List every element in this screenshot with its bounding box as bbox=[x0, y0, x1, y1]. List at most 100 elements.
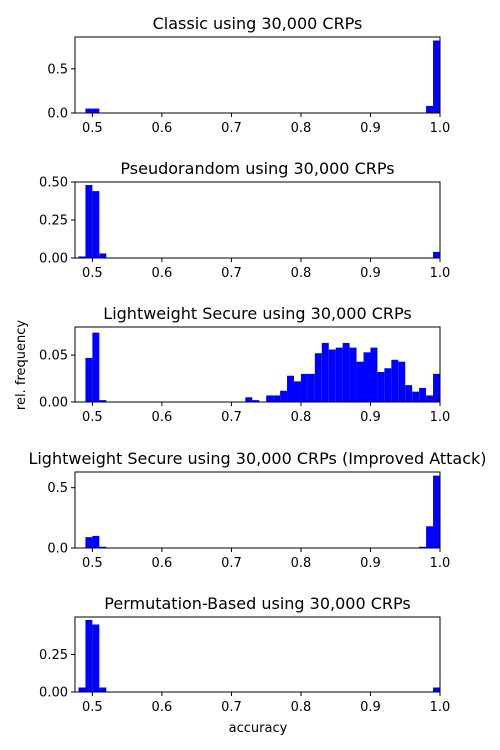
x-tick-label: 0.6 bbox=[152, 121, 173, 136]
histogram-bar bbox=[99, 253, 107, 258]
x-tick-label: 0.6 bbox=[152, 556, 173, 571]
histogram-bar bbox=[99, 687, 107, 692]
histogram-bar bbox=[370, 347, 378, 402]
histogram-bar bbox=[252, 400, 260, 402]
x-tick-label: 0.8 bbox=[291, 700, 312, 715]
axes-frame bbox=[74, 36, 441, 114]
histogram-bar bbox=[92, 332, 100, 402]
x-tick-label: 0.7 bbox=[221, 410, 242, 425]
histogram-bar bbox=[287, 375, 294, 402]
histogram-bar bbox=[273, 395, 281, 402]
histogram-bar bbox=[78, 256, 86, 258]
x-tick-label: 0.7 bbox=[221, 266, 242, 281]
histogram-bar bbox=[99, 400, 107, 402]
histogram-bar bbox=[433, 687, 440, 692]
histogram-bar bbox=[419, 387, 427, 402]
x-tick-label: 0.5 bbox=[82, 121, 103, 136]
histogram-bar bbox=[92, 108, 100, 113]
histogram-bar bbox=[433, 40, 440, 114]
x-tick-label: 0.7 bbox=[221, 121, 242, 136]
histogram-bar bbox=[85, 537, 93, 548]
histogram-bar bbox=[85, 185, 93, 258]
histogram-bar bbox=[426, 105, 434, 113]
chart-panel-4: Lightweight Secure using 30,000 CRPs (Im… bbox=[28, 449, 486, 571]
y-tick-label: 0.25 bbox=[39, 648, 68, 663]
histogram-bar bbox=[384, 368, 392, 402]
histogram-bar bbox=[335, 347, 343, 402]
y-axis-label: rel. frequency bbox=[14, 320, 29, 410]
y-tick-label: 0.00 bbox=[39, 396, 68, 411]
x-tick-label: 0.5 bbox=[82, 410, 103, 425]
x-tick-label: 0.6 bbox=[152, 700, 173, 715]
y-tick-label: 0.5 bbox=[47, 481, 68, 496]
histogram-bar bbox=[92, 624, 100, 692]
chart-panel-5: Permutation-Based using 30,000 CRPs 0.5 0.… bbox=[39, 594, 450, 715]
x-tick-label: 0.9 bbox=[360, 121, 381, 136]
histogram-bar bbox=[85, 357, 93, 402]
x-axis-label: accuracy bbox=[229, 721, 288, 736]
chart-title: Classic using 30,000 CRPs bbox=[153, 14, 363, 33]
x-tick-label: 0.8 bbox=[291, 121, 312, 136]
histogram-bar bbox=[391, 359, 399, 402]
axes-frame bbox=[74, 471, 441, 549]
x-tick-label: 1.0 bbox=[430, 121, 451, 136]
chart-panel-1: Classic using 30,000 CRPs 0.5 0.6 0.7 0.8 0.9… bbox=[47, 14, 450, 136]
histogram-bar bbox=[426, 395, 434, 402]
x-tick-label: 0.6 bbox=[152, 266, 173, 281]
x-tick-label: 0.9 bbox=[360, 556, 381, 571]
histogram-bar bbox=[328, 349, 336, 402]
histogram-bar bbox=[356, 361, 364, 402]
x-tick-label: 0.8 bbox=[291, 266, 312, 281]
histogram-bar bbox=[363, 352, 371, 402]
histogram-bar bbox=[280, 390, 288, 402]
x-tick-label: 0.9 bbox=[360, 266, 381, 281]
histogram-bar bbox=[307, 373, 315, 402]
histogram-bar bbox=[349, 347, 357, 402]
histogram-bar bbox=[294, 381, 301, 402]
histogram-bar bbox=[92, 535, 100, 548]
x-tick-label: 0.5 bbox=[82, 700, 103, 715]
chart-title: Lightweight Secure using 30,000 CRPs (Im… bbox=[28, 449, 486, 468]
x-tick-label: 0.7 bbox=[221, 700, 242, 715]
histogram-bar bbox=[433, 373, 440, 402]
y-tick-label: 0.50 bbox=[39, 176, 68, 191]
chart-panel-2: Pseudorandom using 30,000 CRPs 0.5 0.6 0.7 0… bbox=[39, 159, 450, 281]
x-tick-label: 0.9 bbox=[360, 410, 381, 425]
histogram-bar bbox=[245, 397, 253, 402]
histogram-bar bbox=[412, 391, 420, 402]
histogram-bar bbox=[99, 546, 107, 548]
x-tick-label: 1.0 bbox=[430, 556, 451, 571]
histogram-bar bbox=[419, 546, 427, 548]
chart-title: Permutation-Based using 30,000 CRPs bbox=[104, 594, 410, 613]
axes-frame bbox=[74, 181, 441, 259]
axes-frame bbox=[74, 616, 441, 693]
x-tick-label: 1.0 bbox=[430, 266, 451, 281]
histogram-bar bbox=[433, 475, 440, 548]
histogram-bar bbox=[85, 620, 93, 692]
y-tick-label: 0.00 bbox=[39, 252, 68, 267]
x-tick-label: 0.5 bbox=[82, 266, 103, 281]
histogram-bar bbox=[405, 385, 413, 402]
chart-panel-3: Lightweight Secure using 30,000 CRPs 0.5 0… bbox=[39, 304, 450, 425]
x-tick-label: 0.6 bbox=[152, 410, 173, 425]
histogram-bar bbox=[398, 361, 406, 402]
histogram-bar bbox=[266, 395, 274, 402]
x-tick-label: 0.8 bbox=[291, 556, 312, 571]
axes-frame bbox=[74, 326, 441, 403]
histogram-bar bbox=[342, 342, 350, 402]
y-tick-label: 0.0 bbox=[47, 107, 68, 122]
histogram-bar bbox=[314, 353, 322, 402]
histogram-bar bbox=[85, 108, 93, 113]
x-tick-label: 0.7 bbox=[221, 556, 242, 571]
x-tick-label: 1.0 bbox=[430, 700, 451, 715]
chart-title: Pseudorandom using 30,000 CRPs bbox=[120, 159, 394, 178]
y-tick-label: 0.0 bbox=[47, 542, 68, 557]
y-tick-label: 0.00 bbox=[39, 686, 68, 701]
x-tick-label: 0.5 bbox=[82, 556, 103, 571]
histogram-bar bbox=[377, 372, 385, 402]
x-tick-label: 0.8 bbox=[291, 410, 312, 425]
histogram-bar bbox=[321, 342, 329, 402]
chart-title: Lightweight Secure using 30,000 CRPs bbox=[103, 304, 411, 323]
y-tick-label: 0.5 bbox=[47, 62, 68, 77]
